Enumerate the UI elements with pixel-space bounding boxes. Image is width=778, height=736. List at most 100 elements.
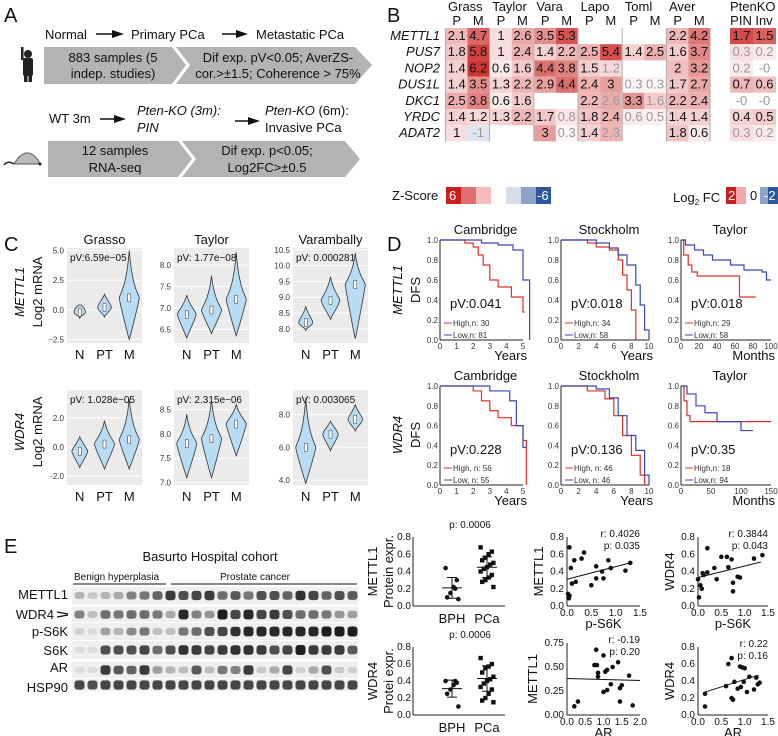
data-point bbox=[478, 655, 483, 661]
x-axis-label: Years bbox=[494, 348, 527, 363]
x-tick: 2 bbox=[576, 487, 581, 496]
heatmap-cell bbox=[667, 125, 689, 142]
heatmap-cell bbox=[667, 76, 689, 93]
heatmap-cell bbox=[578, 44, 601, 61]
data-point bbox=[604, 667, 610, 673]
ptenko-header: PtenKO bbox=[730, 0, 776, 14]
cell-value: 1.3 bbox=[492, 77, 510, 92]
survival-curve-low bbox=[561, 385, 650, 485]
subcol-header: P bbox=[585, 13, 594, 28]
heatmap-cell bbox=[490, 60, 512, 77]
data-point bbox=[491, 584, 496, 590]
x-tick: 1.5 bbox=[761, 717, 775, 728]
subcol-header: P bbox=[452, 13, 461, 28]
y-tick: 0.6 bbox=[668, 422, 680, 431]
data-point bbox=[456, 704, 461, 709]
log2fc-cell bbox=[753, 28, 776, 45]
y-tick: 0.8 bbox=[397, 642, 411, 653]
y-tick: 0.0 bbox=[427, 336, 439, 345]
y-tick: 0.50 bbox=[545, 662, 565, 673]
flow-primary: Primary PCa bbox=[131, 27, 205, 42]
data-point bbox=[619, 682, 625, 688]
blot-band bbox=[308, 680, 319, 690]
flow-pin-1: Pten-KO (3m): bbox=[137, 103, 221, 118]
blot-band bbox=[243, 645, 254, 655]
data-point bbox=[744, 689, 750, 695]
human-box1-line1: 883 samples (5 bbox=[69, 50, 158, 65]
cell-value: 2.9 bbox=[536, 77, 554, 92]
blot-band bbox=[230, 680, 241, 690]
blot-band bbox=[308, 645, 319, 655]
legend-low: Low,n: 58 bbox=[574, 331, 609, 340]
legend-swatch bbox=[760, 187, 770, 204]
arrow-icon bbox=[222, 30, 248, 38]
x-tick: 0 bbox=[679, 342, 684, 351]
y-tick: 0.8 bbox=[668, 402, 680, 411]
violin-title: Varambally bbox=[298, 232, 363, 247]
data-point bbox=[483, 555, 488, 560]
blot-band bbox=[295, 590, 306, 601]
y-tick: 1.0 bbox=[427, 236, 439, 245]
pvalue: pV:0.018 bbox=[691, 296, 743, 311]
p-value: p: 0.043 bbox=[732, 541, 769, 552]
heatmap-cell bbox=[600, 60, 622, 77]
blot-band bbox=[282, 610, 293, 619]
pvalue: pV:0.228 bbox=[450, 442, 502, 457]
flow-invasive-italic: Pten-KO bbox=[265, 103, 315, 118]
x-category: M bbox=[350, 489, 361, 504]
cell-value: 1.6 bbox=[646, 93, 664, 108]
survival-curve-high bbox=[681, 239, 756, 298]
heatmap-cell bbox=[490, 109, 512, 126]
p-value: p: 0.16 bbox=[737, 651, 768, 662]
sd-errorbar bbox=[447, 679, 457, 698]
km-title: Cambridge bbox=[454, 222, 518, 237]
blot-band bbox=[191, 610, 202, 619]
panel-a-workflow: Normal Primary PCa Metastatic PCa 883 sa… bbox=[3, 27, 372, 177]
heatmap-cell bbox=[644, 44, 666, 61]
heatmap-cell bbox=[667, 44, 689, 61]
human-box2-line2: cor.>±1.5; Coherence > 75% bbox=[195, 66, 361, 81]
heatmap-cell bbox=[467, 125, 489, 142]
x-tick: 150 bbox=[764, 487, 778, 496]
data-point bbox=[444, 691, 450, 697]
protein-label: METTL1 bbox=[18, 587, 68, 602]
panel-e-correlations: 0.0 0.2 0.4 0.6 0.8 0.0 0.5 1.0 1.5 p-S6K METTL1 r:… bbox=[525, 529, 775, 736]
heatmap-cell bbox=[446, 92, 468, 109]
blot-band bbox=[100, 627, 111, 636]
blot-band bbox=[217, 665, 228, 675]
blot-band bbox=[308, 590, 319, 601]
arrow-icon bbox=[235, 117, 260, 125]
y-tick: 0.6 bbox=[668, 276, 680, 285]
y-tick: 0.8 bbox=[681, 642, 695, 653]
group-label-benign: Benign hyperplasia bbox=[74, 572, 159, 583]
blot-band bbox=[217, 626, 228, 637]
y-tick: 0.4 bbox=[548, 296, 560, 305]
heatmap-cell bbox=[555, 109, 578, 126]
cell-value: 6.2 bbox=[469, 60, 487, 75]
blot-band bbox=[126, 627, 137, 636]
x-category: PT bbox=[322, 347, 339, 362]
data-point bbox=[483, 695, 488, 701]
y-tick: 0.8 bbox=[550, 532, 564, 543]
boxplot bbox=[234, 295, 238, 304]
x-axis-label: p-S6K bbox=[585, 616, 621, 631]
y-tick: 0.4 bbox=[548, 441, 560, 450]
boxplot bbox=[353, 280, 357, 289]
blot-band bbox=[178, 591, 189, 600]
fc-value: -0 bbox=[736, 93, 748, 108]
ptenko-col-header: Inv bbox=[755, 13, 773, 28]
data-point bbox=[572, 557, 577, 563]
heatmap-cell bbox=[534, 44, 556, 61]
blot-band bbox=[204, 645, 215, 655]
pvalue: pV:0.018 bbox=[571, 296, 623, 311]
y-tick: 0.2 bbox=[668, 316, 680, 325]
heatmap-cell bbox=[490, 28, 512, 45]
x-tick: 1.0 bbox=[609, 608, 623, 619]
human-box1-line2: indep. studies) bbox=[71, 66, 156, 81]
zscore-legend-label: Z-Score bbox=[392, 188, 438, 203]
heatmap-cell bbox=[688, 125, 710, 142]
cell-value: 2.5 bbox=[580, 44, 598, 59]
data-point bbox=[699, 586, 705, 592]
x-tick: 60 bbox=[731, 342, 740, 351]
